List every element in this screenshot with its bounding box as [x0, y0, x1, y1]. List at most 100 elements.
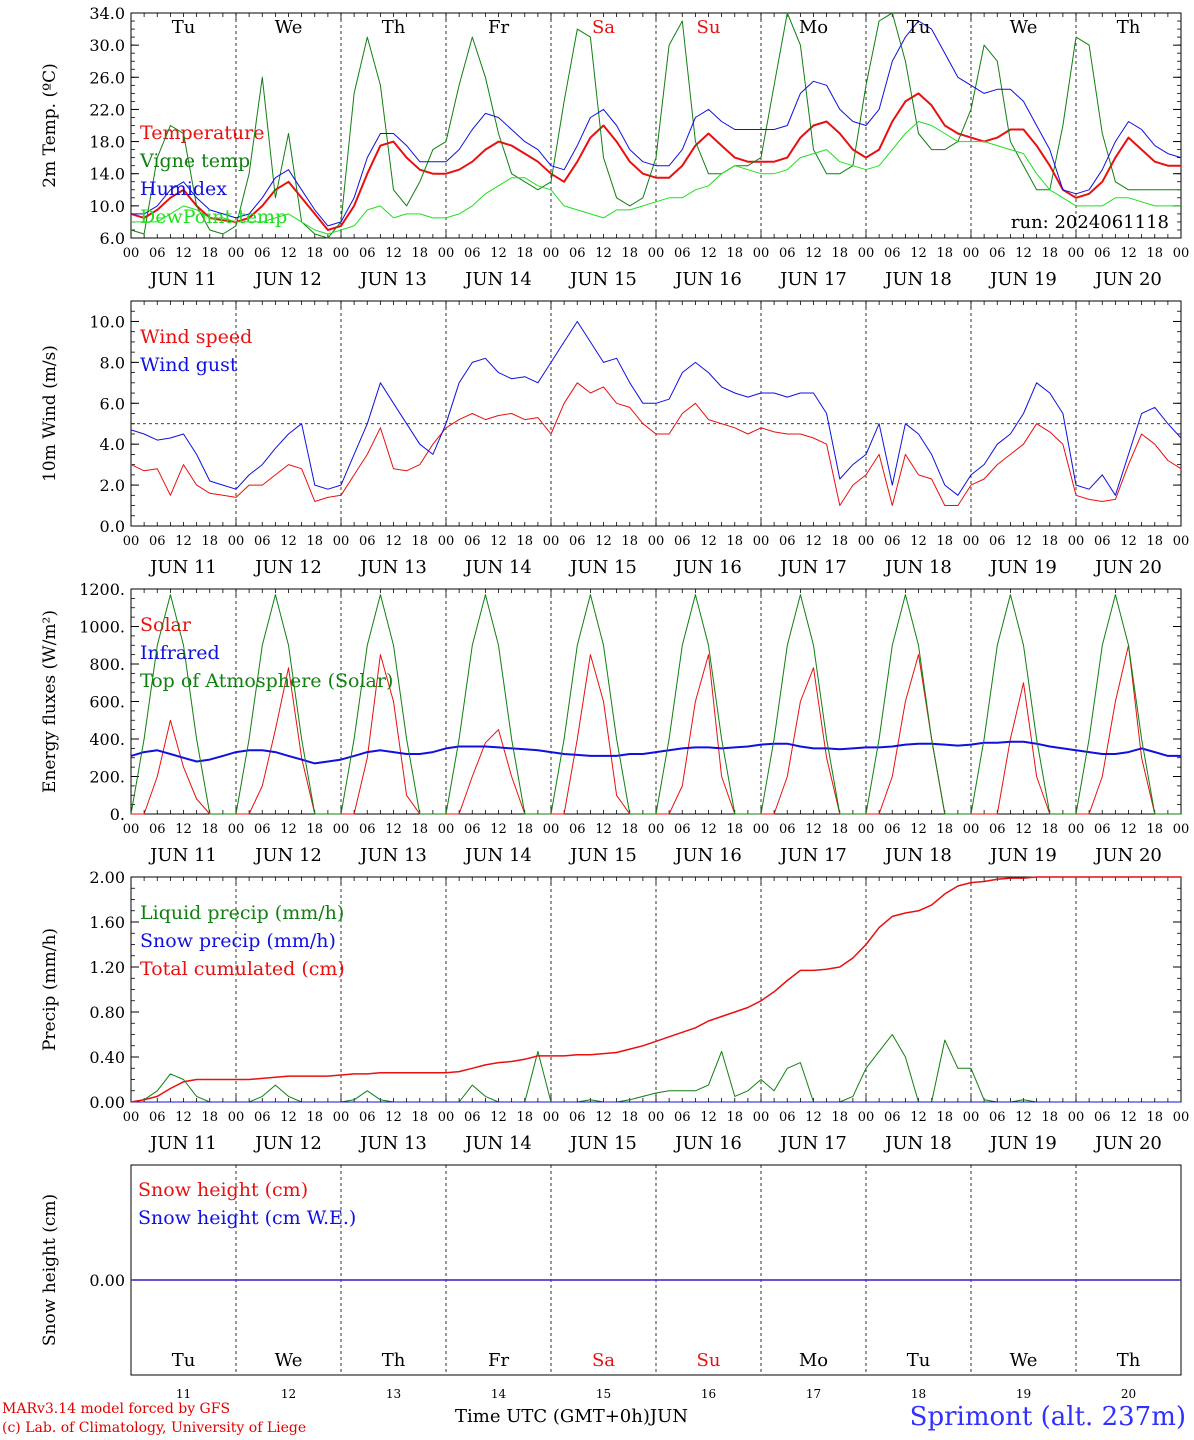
hour-tick-label: 00	[123, 534, 140, 549]
hour-tick-label: 00	[228, 1110, 245, 1125]
hour-tick-label: 00	[648, 822, 665, 837]
day-label: Su	[697, 17, 721, 38]
hour-tick-label: 06	[569, 822, 586, 837]
hour-tick-label: 12	[910, 822, 927, 837]
hour-tick-label: 00	[438, 246, 455, 261]
day-number-label: 13	[386, 1387, 401, 1401]
day-number-label: 11	[176, 1387, 191, 1401]
series-line-temperature	[130, 92, 1181, 231]
time-axis-title: Time UTC (GMT+0h)JUN	[455, 1406, 688, 1427]
series-line-infrared	[130, 740, 1181, 765]
hour-tick-label: 12	[595, 534, 612, 549]
series-line-liquid-precip-mm-h-	[130, 1034, 1181, 1103]
date-label: JUN 13	[358, 845, 427, 866]
date-label: JUN 14	[463, 557, 532, 578]
hour-tick-label: 00	[1068, 822, 1085, 837]
hour-tick-label: 12	[700, 822, 717, 837]
hour-tick-label: 12	[700, 1110, 717, 1125]
station-label: Sprimont (alt. 237m)	[909, 1402, 1186, 1432]
legend-entry: Temperature	[140, 122, 264, 144]
hour-tick-label: 06	[254, 534, 271, 549]
day-label: Th	[382, 1350, 406, 1371]
hour-tick-label: 06	[254, 1110, 271, 1125]
y-tick-label: 34.0	[89, 4, 125, 23]
y-tick-label: 0.40	[89, 1048, 125, 1067]
day-number-label: 20	[1121, 1387, 1136, 1401]
y-tick-label: 0.00	[89, 1093, 125, 1112]
legend-entry: Wind gust	[140, 354, 238, 376]
date-label: JUN 19	[988, 269, 1057, 290]
hour-tick-label: 18	[831, 246, 848, 261]
hour-tick-label: 12	[700, 534, 717, 549]
hour-tick-label: 12	[385, 822, 402, 837]
hour-tick-label: 00	[228, 534, 245, 549]
legend-entry: Liquid precip (mm/h)	[140, 902, 344, 924]
hour-tick-label: 00	[438, 534, 455, 549]
day-label: We	[275, 1350, 303, 1371]
hour-tick-label: 18	[516, 246, 533, 261]
panel-snow: 0.00 Snow height (cm) Snow height (cm) Snow…	[40, 1164, 1182, 1401]
y-tick-label: 400.	[89, 730, 125, 749]
day-label: Th	[1117, 17, 1141, 38]
hour-tick-label: 18	[1041, 822, 1058, 837]
hour-tick-label: 12	[1120, 822, 1137, 837]
hour-tick-label: 00	[1068, 534, 1085, 549]
hour-tick-label: 00	[858, 822, 875, 837]
hour-tick-label: 18	[621, 1110, 638, 1125]
hour-tick-label: 18	[831, 534, 848, 549]
series-line-dewpoint-temp	[131, 121, 1181, 235]
y-tick-label: 0.80	[89, 1003, 125, 1022]
hour-tick-label: 06	[674, 1110, 691, 1125]
date-label: JUN 17	[778, 845, 847, 866]
hour-tick-label: 06	[569, 246, 586, 261]
hour-tick-label: 18	[1146, 534, 1163, 549]
run-label: run: 2024061118	[1011, 212, 1169, 233]
hour-tick-label: 18	[516, 822, 533, 837]
hour-tick-label: 12	[175, 534, 192, 549]
date-label: JUN 17	[778, 269, 847, 290]
hour-tick-label: 00	[753, 534, 770, 549]
hour-tick-label: 06	[149, 822, 166, 837]
legend-entry: Wind speed	[140, 326, 252, 348]
legend-entry: Infrared	[140, 642, 220, 664]
hour-tick-label: 12	[595, 246, 612, 261]
hour-tick-label: 18	[1146, 1110, 1163, 1125]
series-line-top-of-atmosphere-solar-	[130, 594, 1181, 815]
date-label: JUN 13	[358, 557, 427, 578]
hour-tick-label: 00	[333, 534, 350, 549]
hour-tick-label: 12	[805, 246, 822, 261]
y-tick-label: 6.0	[100, 229, 125, 248]
day-label: Tu	[907, 1350, 931, 1371]
y-tick-label: 26.0	[89, 68, 125, 87]
hour-tick-label: 12	[490, 822, 507, 837]
y-tick-label: 0.0	[100, 517, 125, 536]
date-label: JUN 15	[568, 845, 637, 866]
date-label: JUN 11	[148, 557, 217, 578]
hour-tick-label: 12	[280, 822, 297, 837]
hour-tick-label: 06	[1094, 534, 1111, 549]
hour-tick-label: 12	[1015, 822, 1032, 837]
hour-tick-label: 00	[1068, 1110, 1085, 1125]
hour-tick-label: 18	[726, 534, 743, 549]
date-label: JUN 11	[148, 1133, 217, 1154]
date-label: JUN 14	[463, 1133, 532, 1154]
hour-tick-label: 06	[464, 1110, 481, 1125]
series-line-humidex	[131, 20, 1182, 227]
hour-tick-label: 18	[411, 534, 428, 549]
date-label: JUN 12	[253, 845, 322, 866]
day-label: Th	[1117, 1350, 1141, 1371]
day-label: We	[1010, 17, 1038, 38]
hour-tick-label: 06	[1094, 1110, 1111, 1125]
y-tick-label: 22.0	[89, 100, 125, 119]
hour-tick-label: 18	[201, 534, 218, 549]
hour-tick-label: 18	[936, 822, 953, 837]
hour-tick-label: 12	[1120, 1110, 1137, 1125]
hour-tick-label: 18	[306, 534, 323, 549]
day-label: Tu	[172, 17, 196, 38]
date-label: JUN 15	[568, 1133, 637, 1154]
hour-tick-label: 06	[884, 822, 901, 837]
day-label: Sa	[592, 17, 615, 38]
hour-tick-label: 00	[858, 246, 875, 261]
day-label: We	[275, 17, 303, 38]
hour-tick-label: 18	[411, 822, 428, 837]
